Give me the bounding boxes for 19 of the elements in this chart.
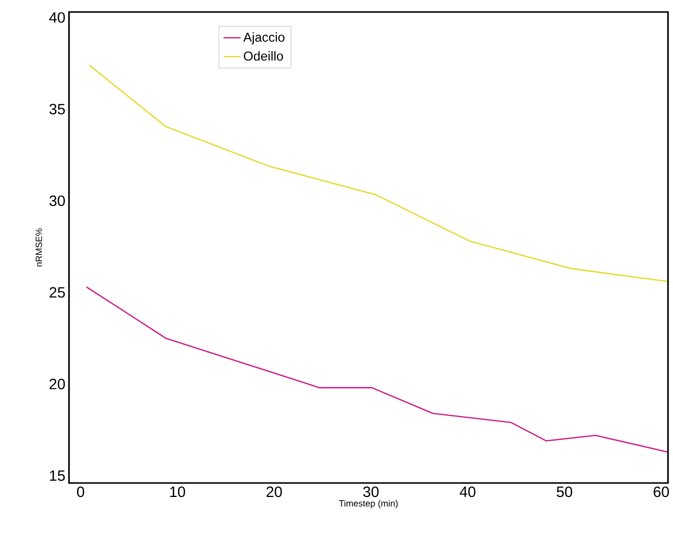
y-tick-label: 30 (49, 195, 65, 206)
y-tick-label: 20 (50, 378, 65, 390)
y-tick-label: 25 (50, 287, 65, 298)
y-tick-label: 40 (49, 12, 65, 23)
x-tick-label: 40 (460, 486, 476, 498)
x-tick-label: 60 (654, 486, 669, 498)
x-tick-label: 30 (363, 486, 379, 498)
x-tick-label: 0 (77, 486, 84, 498)
y-axis-title: nRMSE% (36, 228, 42, 266)
line-series (88, 64, 668, 282)
x-tick-label: 20 (266, 486, 282, 498)
x-axis-title: Timestep (min) (338, 500, 398, 508)
legend-label: Odeillo (244, 51, 283, 61)
legend-label: Ajaccio (243, 32, 284, 44)
x-tick-label: 50 (556, 486, 572, 498)
x-tick-label: 10 (170, 486, 186, 498)
line-series (86, 286, 668, 452)
y-tick-label: 35 (49, 104, 65, 114)
y-tick-label: 15 (50, 470, 65, 481)
